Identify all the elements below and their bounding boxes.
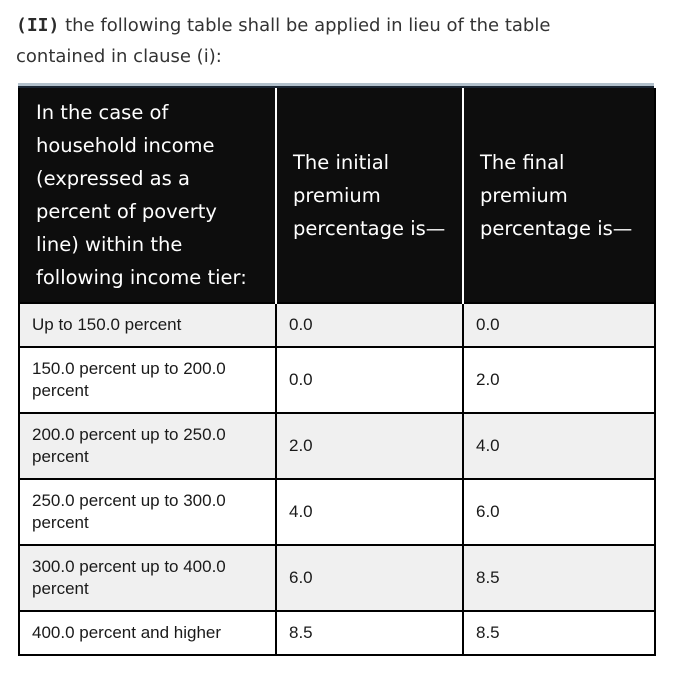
initial-cell: 0.0: [275, 346, 464, 414]
final-cell: 2.0: [462, 346, 656, 414]
final-cell: 8.5: [462, 610, 656, 656]
tier-cell: 200.0 percent up to 250.0 percent: [18, 412, 277, 480]
table-row: 400.0 percent and higher 8.5 8.5: [18, 610, 656, 656]
table-row: 250.0 percent up to 300.0 percent 4.0 6.…: [18, 478, 656, 546]
header-income-tier: In the case of household income (express…: [19, 88, 276, 303]
tier-cell: 300.0 percent up to 400.0 percent: [18, 544, 277, 612]
table-row: 200.0 percent up to 250.0 percent 2.0 4.…: [18, 412, 656, 480]
tier-cell: 400.0 percent and higher: [18, 610, 277, 656]
intro-paragraph: (II) the following table shall be applie…: [16, 10, 638, 72]
table-top-accent: [18, 86, 654, 88]
table-header: In the case of household income (express…: [19, 88, 655, 303]
table-row: Up to 150.0 percent 0.0 0.0: [18, 302, 656, 348]
final-cell: 4.0: [462, 412, 656, 480]
premium-table-container: In the case of household income (express…: [18, 83, 656, 656]
initial-cell: 6.0: [275, 544, 464, 612]
tier-cell: 150.0 percent up to 200.0 percent: [18, 346, 277, 414]
initial-cell: 4.0: [275, 478, 464, 546]
premium-percentage-table: In the case of household income (express…: [18, 88, 656, 656]
intro-text: the following table shall be applied in …: [16, 15, 551, 67]
initial-cell: 2.0: [275, 412, 464, 480]
final-cell: 6.0: [462, 478, 656, 546]
header-final-premium: The final premium percentage is—: [462, 88, 655, 303]
initial-cell: 0.0: [275, 302, 464, 348]
table-row: 150.0 percent up to 200.0 percent 0.0 2.…: [18, 346, 656, 414]
final-cell: 0.0: [462, 302, 656, 348]
clause-marker: (II): [16, 15, 60, 36]
tier-cell: Up to 150.0 percent: [18, 302, 277, 348]
header-initial-premium: The initial premium percentage is—: [275, 88, 463, 303]
table-row: 300.0 percent up to 400.0 percent 6.0 8.…: [18, 544, 656, 612]
initial-cell: 8.5: [275, 610, 464, 656]
tier-cell: 250.0 percent up to 300.0 percent: [18, 478, 277, 546]
final-cell: 8.5: [462, 544, 656, 612]
table-body: Up to 150.0 percent 0.0 0.0 150.0 percen…: [18, 302, 656, 656]
header-row: In the case of household income (express…: [19, 88, 655, 303]
